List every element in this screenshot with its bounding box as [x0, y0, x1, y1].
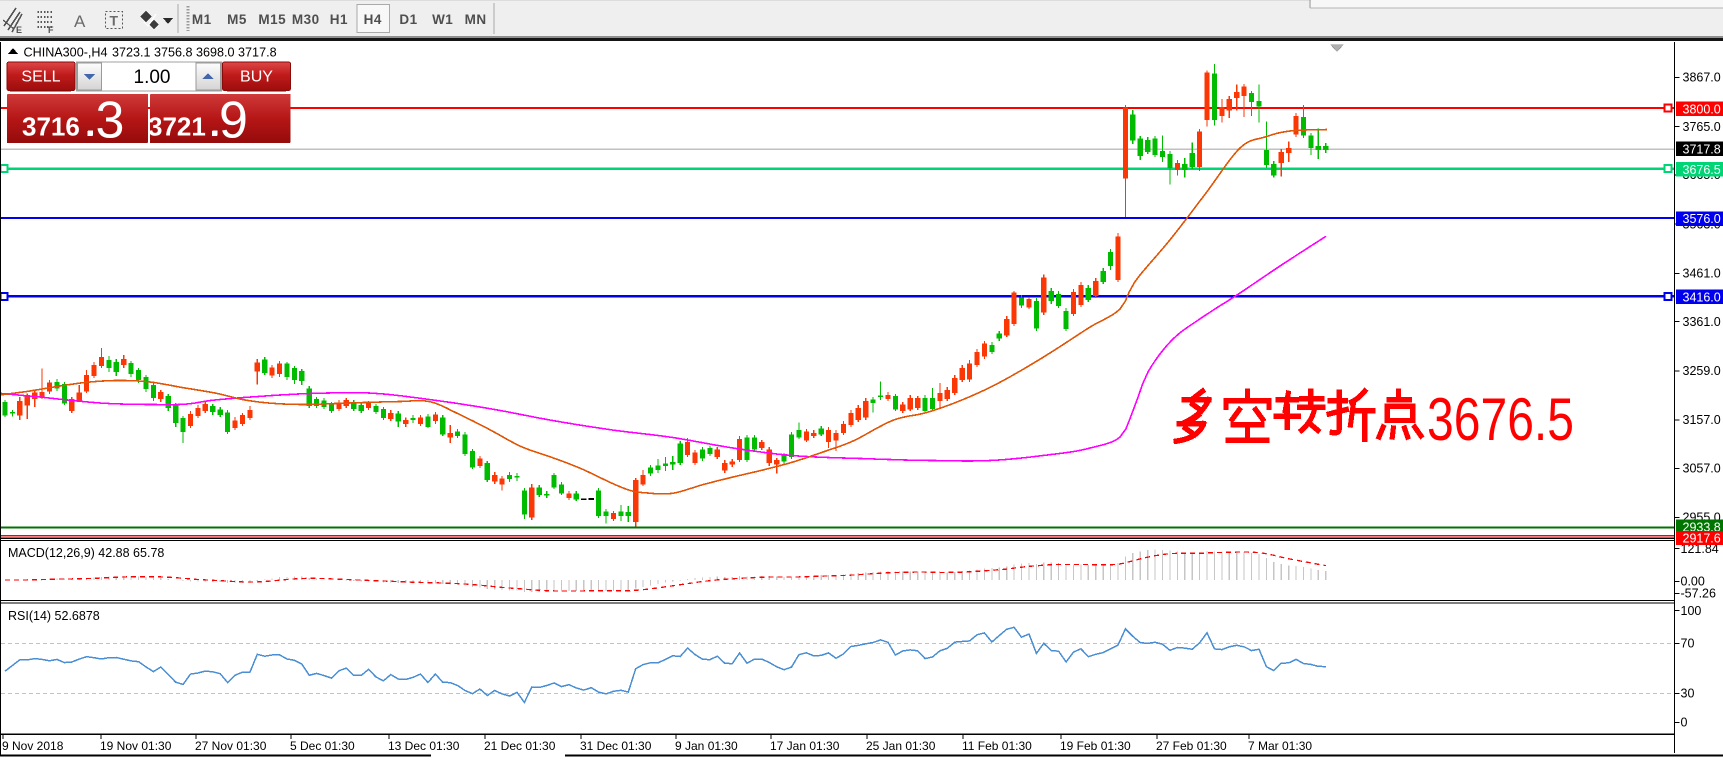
svg-text:9 Nov 2018: 9 Nov 2018 [2, 739, 64, 753]
svg-text:M1: M1 [192, 12, 212, 27]
svg-text:-57.26: -57.26 [1681, 587, 1716, 601]
svg-text:D1: D1 [399, 12, 417, 27]
svg-text:3057.0: 3057.0 [1683, 462, 1721, 476]
svg-text:100: 100 [1681, 604, 1702, 618]
svg-text:19 Nov 01:30: 19 Nov 01:30 [100, 739, 172, 753]
svg-text:30: 30 [1681, 687, 1695, 701]
svg-text:W1: W1 [432, 12, 453, 27]
svg-text:0.00: 0.00 [1681, 575, 1705, 589]
svg-text:MN: MN [465, 12, 487, 27]
svg-text:3361.0: 3361.0 [1683, 315, 1721, 329]
svg-text:T: T [110, 13, 119, 29]
svg-text:BUY: BUY [240, 69, 273, 86]
svg-text:3: 3 [96, 92, 125, 150]
svg-text:M5: M5 [227, 12, 247, 27]
svg-text:E: E [16, 25, 22, 35]
svg-text:5 Dec 01:30: 5 Dec 01:30 [290, 739, 355, 753]
svg-text:3461.0: 3461.0 [1683, 267, 1721, 281]
svg-text:3416.0: 3416.0 [1683, 290, 1721, 304]
svg-text:M30: M30 [292, 12, 320, 27]
svg-text:70: 70 [1681, 637, 1695, 651]
svg-text:21 Dec 01:30: 21 Dec 01:30 [484, 739, 556, 753]
svg-text:3576.0: 3576.0 [1683, 212, 1721, 226]
svg-text:3259.0: 3259.0 [1683, 364, 1721, 378]
svg-text:3867.0: 3867.0 [1683, 71, 1721, 85]
svg-text:13 Dec 01:30: 13 Dec 01:30 [388, 739, 460, 753]
svg-text:3676.5: 3676.5 [1683, 163, 1721, 177]
svg-text:2917.6: 2917.6 [1683, 532, 1721, 546]
svg-text:121.84: 121.84 [1681, 542, 1719, 556]
svg-text:H4: H4 [364, 12, 382, 27]
svg-text:3157.0: 3157.0 [1683, 413, 1721, 427]
svg-text:MACD(12,26,9) 42.88 65.78: MACD(12,26,9) 42.88 65.78 [8, 546, 164, 560]
svg-text:H1: H1 [330, 12, 348, 27]
svg-text:19 Feb 01:30: 19 Feb 01:30 [1060, 739, 1131, 753]
svg-text:3723.1 3756.8 3698.0 3717.8: 3723.1 3756.8 3698.0 3717.8 [112, 46, 277, 60]
svg-text:3765.0: 3765.0 [1683, 120, 1721, 134]
svg-text:27 Nov 01:30: 27 Nov 01:30 [195, 739, 267, 753]
svg-text:3676.5: 3676.5 [1427, 386, 1574, 453]
svg-text:25 Jan 01:30: 25 Jan 01:30 [866, 739, 936, 753]
svg-text:SELL: SELL [21, 69, 60, 86]
svg-text:9: 9 [219, 92, 248, 150]
svg-text:3721: 3721 [148, 112, 206, 142]
svg-text:1.00: 1.00 [134, 67, 171, 88]
svg-text:3716: 3716 [22, 112, 80, 142]
svg-text:M15: M15 [258, 12, 286, 27]
svg-text:3800.0: 3800.0 [1683, 102, 1721, 116]
svg-text:0: 0 [1681, 716, 1688, 730]
svg-text:27 Feb 01:30: 27 Feb 01:30 [1156, 739, 1227, 753]
svg-text:17 Jan 01:30: 17 Jan 01:30 [770, 739, 840, 753]
svg-text:F: F [48, 25, 54, 35]
svg-text:7 Mar 01:30: 7 Mar 01:30 [1248, 739, 1312, 753]
svg-text:9 Jan 01:30: 9 Jan 01:30 [675, 739, 738, 753]
svg-text:A: A [74, 12, 86, 31]
svg-text:11 Feb 01:30: 11 Feb 01:30 [962, 739, 1032, 753]
svg-text:3717.8: 3717.8 [1683, 142, 1721, 156]
svg-text:31 Dec 01:30: 31 Dec 01:30 [580, 739, 652, 753]
svg-text:RSI(14) 52.6878: RSI(14) 52.6878 [8, 609, 100, 623]
svg-text:CHINA300-,H4: CHINA300-,H4 [24, 46, 108, 60]
